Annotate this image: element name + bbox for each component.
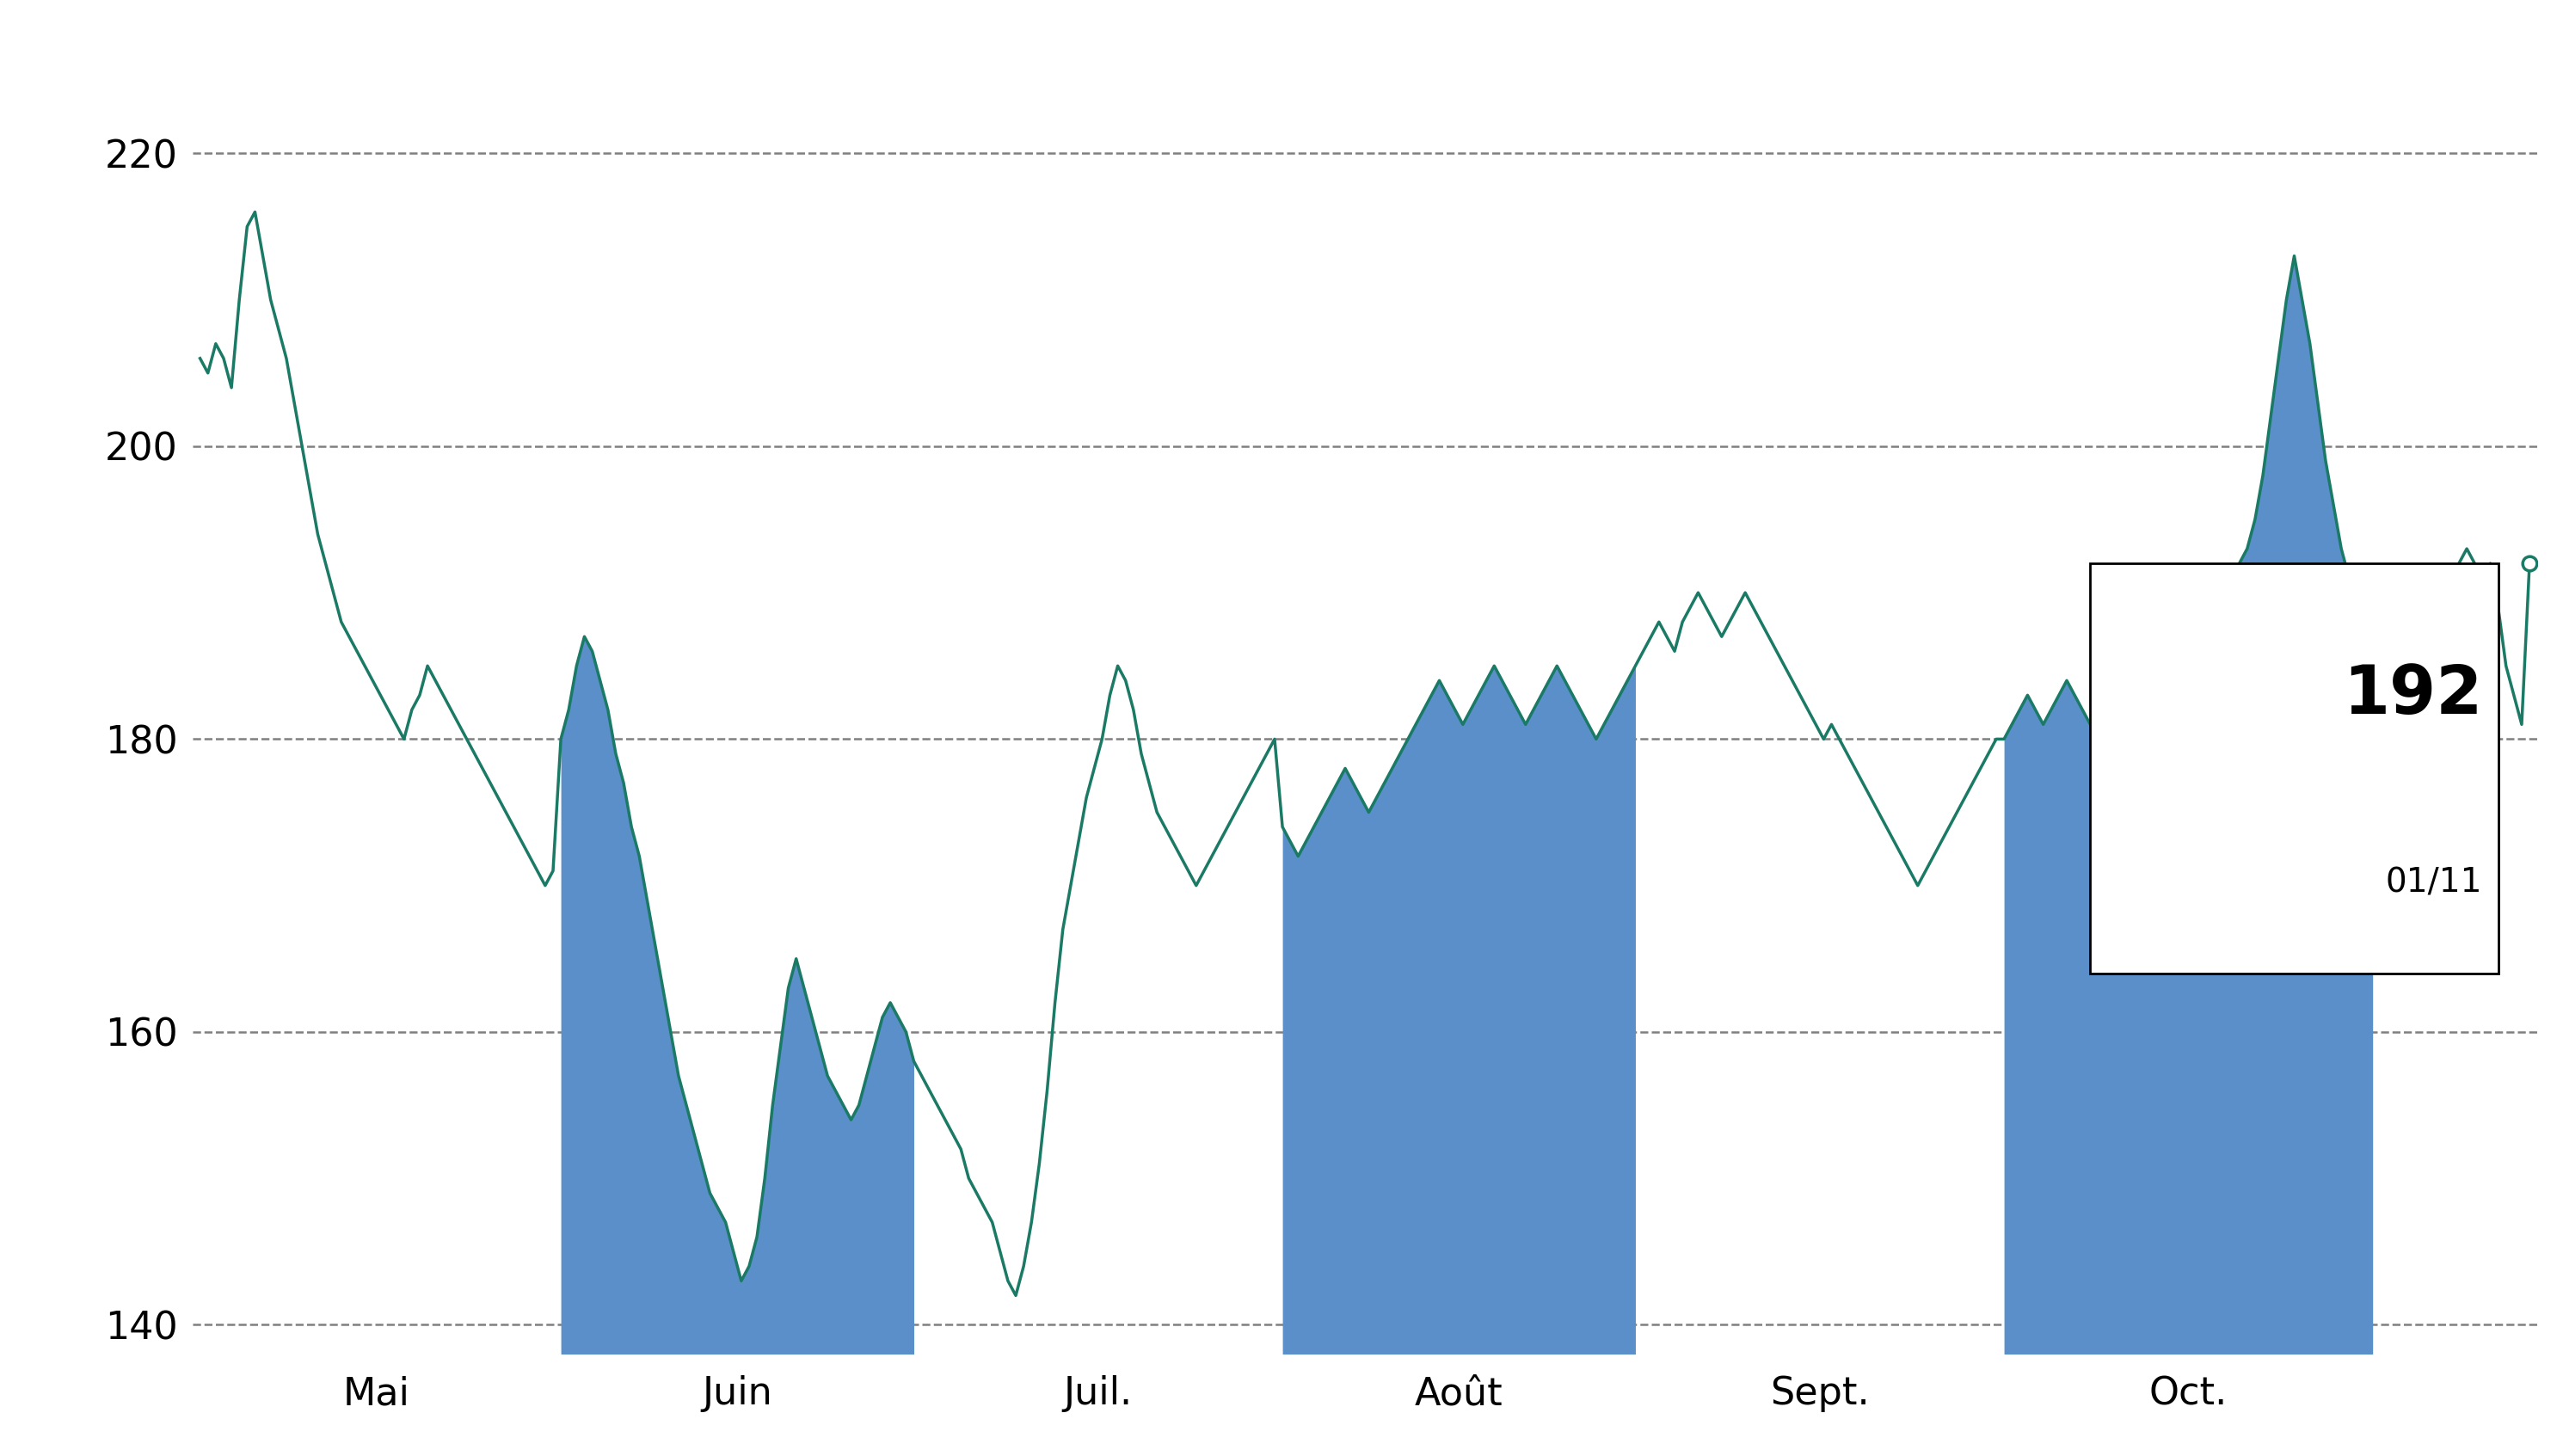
Text: 192: 192 [2343, 662, 2484, 727]
Text: 01/11: 01/11 [2386, 866, 2484, 900]
Text: SARTORIUS STED BIO: SARTORIUS STED BIO [707, 17, 1856, 111]
FancyBboxPatch shape [2091, 563, 2499, 974]
